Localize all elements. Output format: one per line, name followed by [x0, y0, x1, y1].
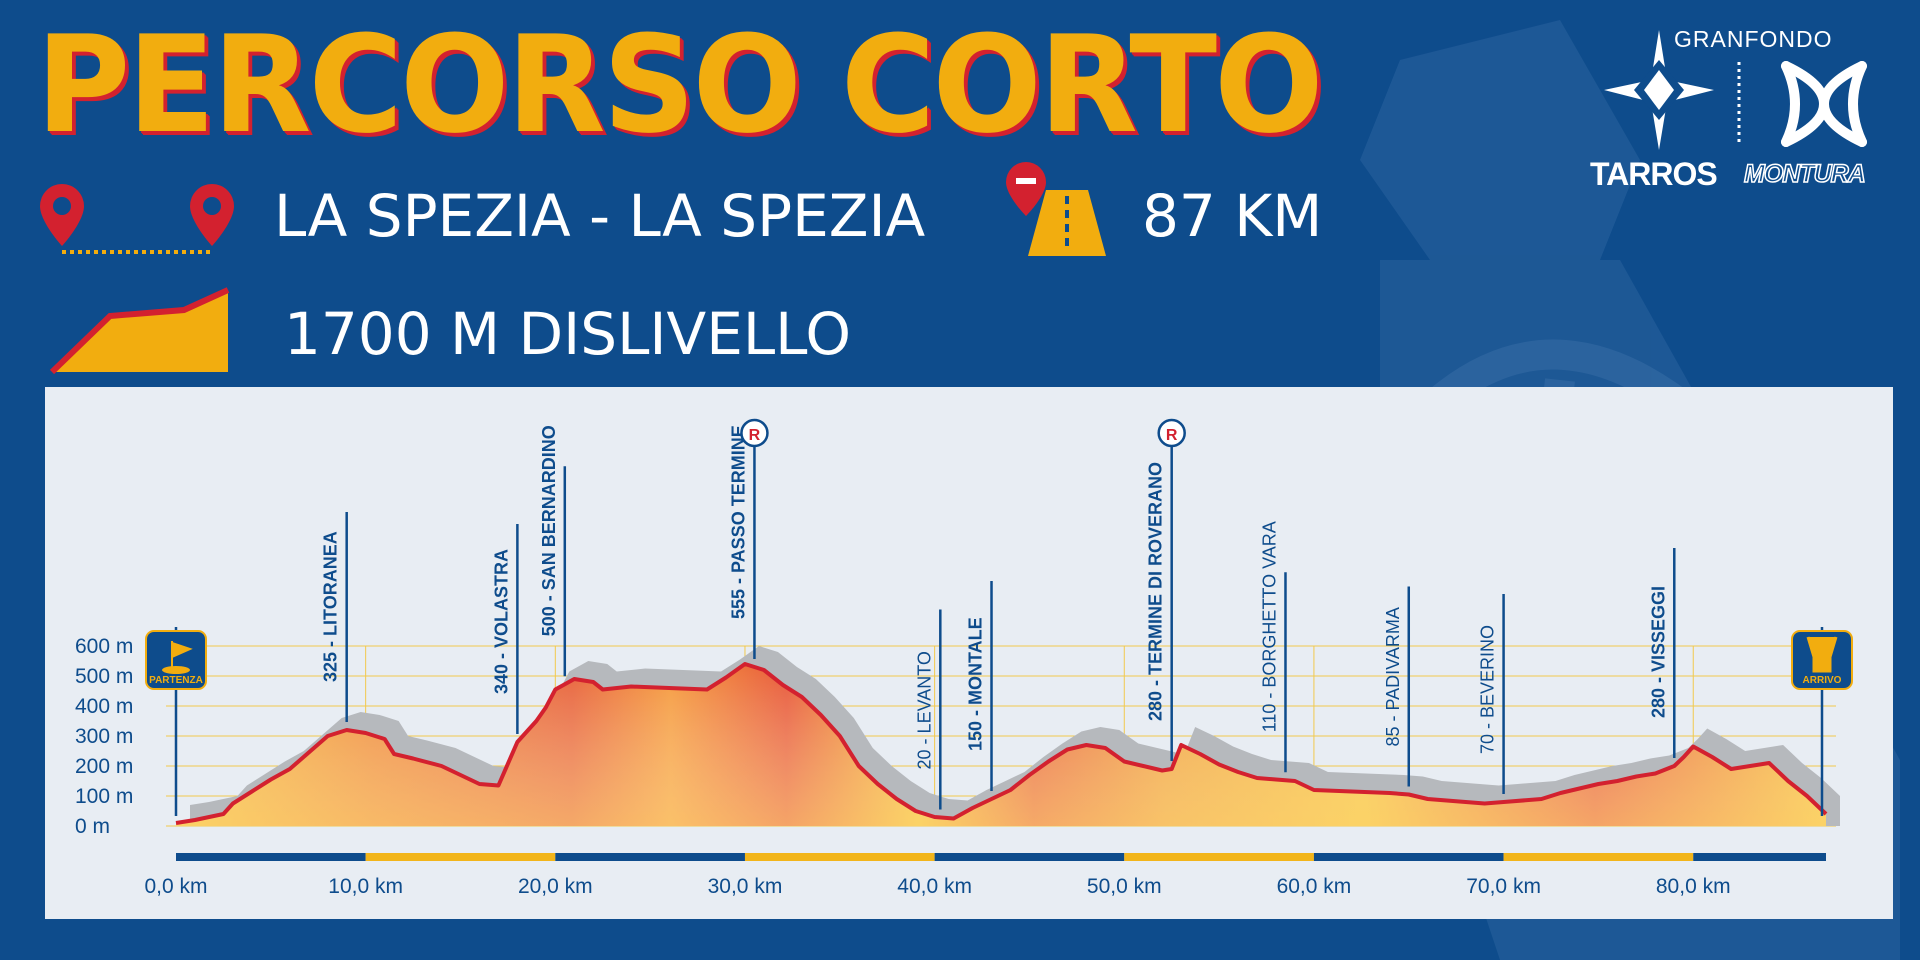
km-bar-segment	[1503, 853, 1694, 861]
km-bar-segment	[1124, 853, 1314, 861]
waypoint-label: 280 - VISSEGGI	[1648, 586, 1668, 718]
montura-logo-icon	[1781, 61, 1867, 147]
x-tick-label: 70,0 km	[1466, 875, 1541, 898]
waypoint-label: 110 - BORGHETTO VARA	[1259, 521, 1279, 732]
y-tick-label: 200 m	[75, 755, 133, 778]
elevation-text: 1700 M DISLIVELLO	[284, 300, 852, 368]
tarros-star-logo-icon	[1604, 30, 1714, 150]
logo-divider	[1737, 62, 1741, 142]
km-bar-segment	[365, 853, 556, 861]
elevation-profile-chart: 0 m 100 m 200 m 300 m 400 m 500 m 600 m 0,0 km 1…	[45, 387, 1893, 919]
start-label: PARTENZA	[149, 675, 203, 686]
profile-line	[175, 662, 1828, 825]
elevation-gain-icon	[49, 287, 230, 375]
page-title: PERCORSO CORTO	[36, 7, 1324, 163]
route-pins-icon	[40, 184, 234, 254]
km-bar-segment	[555, 853, 745, 861]
y-tick-label: 600 m	[75, 635, 133, 658]
waypoint-label: 340 - VOLASTRA	[491, 549, 511, 694]
x-tick-label: 60,0 km	[1277, 875, 1352, 898]
waypoint-label: 20 - LEVANTO	[914, 651, 934, 769]
refreshment-marker-icon	[1157, 418, 1186, 448]
chart-svg: 0 m 100 m 200 m 300 m 400 m 500 m 600 m 0,0 km 1…	[75, 418, 1853, 898]
refreshment-marker-icon	[740, 418, 769, 448]
start-flag-base	[162, 666, 190, 674]
km-bar-segment	[934, 853, 1125, 861]
start-badge	[145, 630, 207, 690]
x-tick-label: 20,0 km	[518, 875, 593, 898]
tarros-wordmark: TARROS	[1590, 156, 1718, 192]
finish-label: ARRIVO	[1803, 675, 1842, 686]
waypoint-label: 500 - SAN BERNARDINO	[539, 425, 559, 636]
montura-wordmark: MONTURA	[1743, 159, 1866, 189]
y-tick-label: 0 m	[75, 815, 110, 838]
waypoint-label: 70 - BEVERINO	[1478, 625, 1498, 754]
finish-person-icon	[1806, 636, 1838, 673]
refreshment-marker-label: R	[1166, 427, 1178, 444]
y-tick-label: 100 m	[75, 785, 133, 808]
y-tick-label: 400 m	[75, 695, 133, 718]
route-text: LA SPEZIA - LA SPEZIA	[274, 182, 926, 250]
x-tick-label: 50,0 km	[1087, 875, 1162, 898]
x-tick-label: 40,0 km	[897, 875, 972, 898]
y-tick-label: 500 m	[75, 665, 133, 688]
x-tick-label: 10,0 km	[328, 875, 403, 898]
profile-area-highlight	[176, 664, 1826, 826]
km-bar-segment	[176, 853, 366, 861]
granfondo-label: GRANFONDO	[1674, 26, 1833, 52]
x-tick-label: 0,0 km	[144, 875, 207, 898]
x-tick-label: 30,0 km	[708, 875, 783, 898]
waypoint-label: 150 - MONTALE	[966, 617, 986, 751]
km-bar-segment	[1313, 853, 1504, 861]
waypoint-label: 325 - LITORANEA	[321, 531, 341, 682]
road-distance-icon	[1006, 162, 1106, 256]
waypoint-label: 555 - PASSO TERMINE	[728, 425, 748, 619]
km-bar-segment	[1693, 853, 1826, 861]
waypoint-label: 85 - PADIVARMA	[1383, 607, 1403, 746]
y-tick-label: 300 m	[75, 725, 133, 748]
refreshment-marker-label: R	[749, 427, 761, 444]
km-bar-segment	[744, 853, 935, 861]
x-tick-label: 80,0 km	[1656, 875, 1731, 898]
start-flag-icon	[171, 641, 193, 671]
distance-text: 87 KM	[1142, 182, 1323, 250]
waypoint-label: 280 - TERMINE DI ROVERANO	[1146, 462, 1166, 721]
